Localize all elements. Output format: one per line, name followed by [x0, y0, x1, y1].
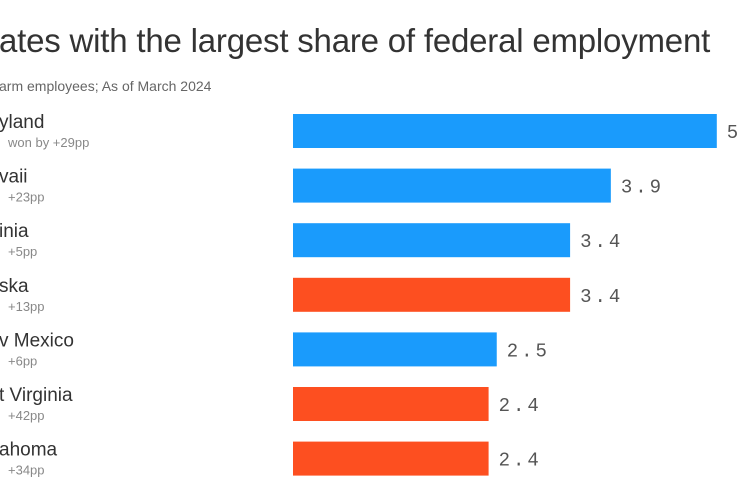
category-label: t Virginia — [0, 385, 73, 406]
margin-label: +34pp — [8, 463, 45, 478]
bar-5 — [293, 387, 489, 421]
margin-label: +6pp — [8, 353, 37, 368]
data-label: 2.4 — [499, 450, 542, 472]
category-label: ahoma — [0, 440, 58, 461]
chart-subtitle: arm employees; As of March 2024 — [0, 78, 212, 94]
category-label: yland — [0, 112, 44, 133]
margin-label: +23pp — [8, 190, 45, 205]
category-label: ska — [0, 276, 29, 297]
data-label: 5 — [727, 122, 741, 144]
category-label: vaii — [0, 167, 28, 188]
margin-label: won by +29pp — [7, 135, 89, 150]
bar-3 — [293, 277, 571, 312]
margin-label: +13pp — [8, 299, 45, 314]
data-label: 3.4 — [580, 286, 623, 308]
category-label: v Mexico — [0, 330, 74, 351]
data-label: 2.4 — [499, 395, 542, 417]
margin-label: +42pp — [8, 408, 45, 423]
bar-1 — [293, 168, 611, 203]
bar-4 — [293, 332, 497, 367]
data-label: 3.9 — [621, 177, 664, 199]
bar-2 — [293, 223, 571, 258]
category-label: inia — [0, 221, 29, 242]
data-label: 2.5 — [507, 340, 550, 362]
bar-6 — [293, 441, 489, 476]
chart-title: ates with the largest share of federal e… — [0, 22, 711, 59]
bar-0 — [293, 114, 717, 148]
data-label: 3.4 — [580, 231, 623, 253]
margin-label: +5pp — [8, 244, 37, 259]
